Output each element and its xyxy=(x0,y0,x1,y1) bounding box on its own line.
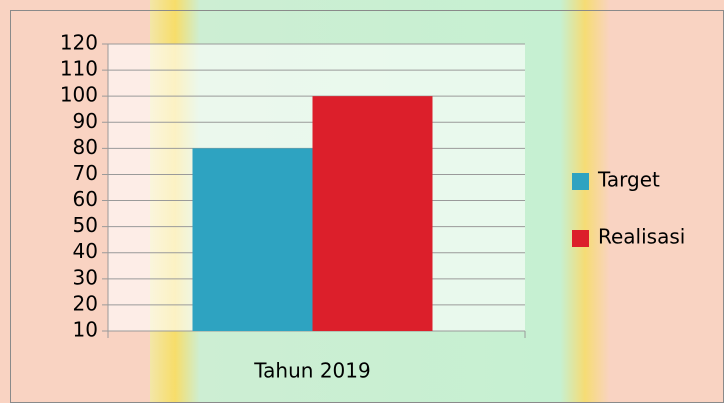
y-tick-label: 30 xyxy=(73,265,98,289)
legend-swatch xyxy=(572,230,589,247)
y-tick-label: 90 xyxy=(73,109,98,133)
page: {"chart_data": {"type": "bar", "categori… xyxy=(0,0,724,403)
bar xyxy=(313,96,433,331)
y-tick-label: 50 xyxy=(73,213,98,237)
y-tick-label: 70 xyxy=(73,161,98,185)
y-tick-label: 110 xyxy=(60,57,98,81)
y-tick-label: 120 xyxy=(60,31,98,55)
chart: 10 2030405060708090100110120 Tahun 2019 Tar… xyxy=(0,0,724,403)
y-tick-label: 60 xyxy=(73,187,98,211)
y-tick-label: 10 xyxy=(73,318,98,342)
legend-label: Realisasi xyxy=(598,225,685,249)
legend-label: Target xyxy=(597,168,660,192)
legend-swatch xyxy=(572,173,589,190)
y-tick-label: 80 xyxy=(73,135,98,159)
bar xyxy=(193,148,313,331)
y-tick-label: 40 xyxy=(73,239,98,263)
y-tick-label: 20 xyxy=(73,291,98,315)
y-tick-label: 100 xyxy=(60,83,98,107)
x-tick-label: Tahun 2019 xyxy=(253,359,370,383)
